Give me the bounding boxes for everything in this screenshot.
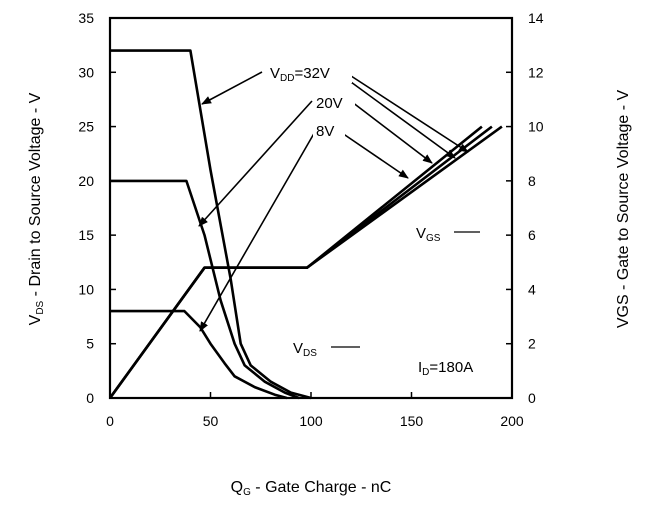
- y-right-tick-label: 4: [528, 281, 536, 297]
- y-left-tick-label: 30: [78, 64, 94, 80]
- annotation-arrow-5: [351, 101, 433, 164]
- annotation-arrow-7: [341, 132, 409, 179]
- svg-text:VGS: VGS: [416, 225, 441, 244]
- x-tick-label: 200: [500, 413, 524, 429]
- y-left-tick-label: 35: [78, 10, 94, 26]
- annotation-20v: 20V: [313, 91, 355, 113]
- annotation-8v: 8V: [313, 119, 345, 141]
- y-left-tick-label: 15: [78, 227, 94, 243]
- svg-text:VDS: VDS: [293, 340, 317, 359]
- annotation-arrows: [198, 71, 480, 348]
- y-right-tick-label: 0: [528, 390, 536, 406]
- series-line-1: [110, 49, 312, 400]
- svg-text:VDD=32V: VDD=32V: [270, 65, 330, 84]
- right-axis-ticks: 0 2 4 6 8 10 12 14: [506, 10, 544, 406]
- y-right-tick-label: 14: [528, 10, 544, 26]
- y-left-tick-label: 25: [78, 119, 94, 135]
- x-axis-ticks: 0 50 100 150 200: [106, 392, 524, 429]
- y-right-tick-label: 12: [528, 64, 544, 80]
- series-line-2: [110, 179, 300, 400]
- y-right-tick-label: 2: [528, 336, 536, 352]
- annotation-arrow-2: [347, 73, 469, 153]
- svg-text:8V: 8V: [316, 123, 334, 140]
- x-tick-label: 0: [106, 413, 114, 429]
- x-tick-label: 100: [299, 413, 323, 429]
- y-right-tick-label: 10: [528, 119, 544, 135]
- annotation-arrow-6: [199, 129, 317, 332]
- y-left-tick-label: 20: [78, 173, 94, 189]
- y-left-tick-label: 5: [86, 336, 94, 352]
- annotation-vgs: VGS: [413, 221, 453, 245]
- y-right-axis-title: VGS - Gate to Source Voltage - V: [615, 90, 632, 329]
- y-left-axis-title: VDS - Drain to Source Voltage - V: [27, 92, 46, 325]
- curves-layer: [108, 49, 503, 400]
- series-line-6: [108, 125, 503, 399]
- series-line-3: [110, 309, 288, 400]
- y-right-tick-label: 8: [528, 173, 536, 189]
- y-right-tick-label: 6: [528, 227, 536, 243]
- x-axis-title: QG - Gate Charge - nC: [231, 479, 392, 498]
- x-tick-label: 50: [203, 413, 219, 429]
- annotation-vds: VDS: [289, 336, 331, 360]
- annotation-id-180a: ID=180A: [418, 359, 473, 378]
- svg-text:ID=180A: ID=180A: [418, 359, 473, 378]
- y-left-tick-label: 0: [86, 390, 94, 406]
- y-left-tick-label: 10: [78, 281, 94, 297]
- annotation-arrow-4: [198, 100, 313, 227]
- annotation-arrow-3: [339, 73, 456, 159]
- left-axis-ticks: 0 5 10 15 20 25 30 35: [78, 10, 116, 406]
- annotation-vdd-32v: VDD=32V: [266, 61, 352, 84]
- svg-text:20V: 20V: [316, 95, 343, 112]
- x-tick-label: 150: [400, 413, 424, 429]
- annotation-arrow-1: [201, 71, 263, 105]
